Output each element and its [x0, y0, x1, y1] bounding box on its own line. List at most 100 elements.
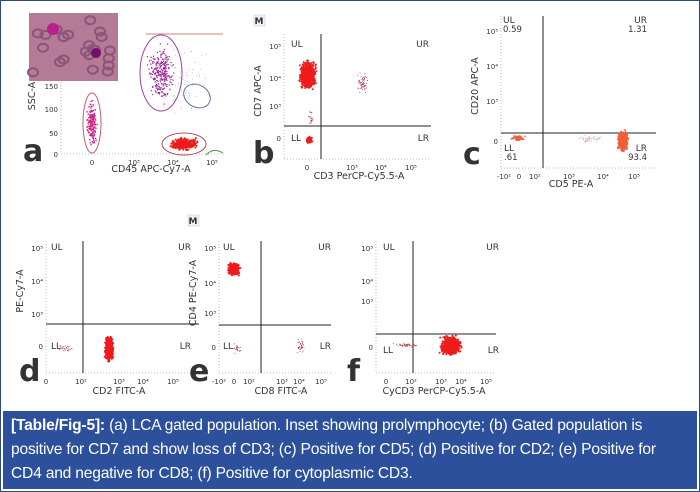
rbc-cell	[79, 46, 92, 57]
event-dot	[300, 85, 303, 88]
event-dot	[439, 336, 442, 339]
event-dot	[91, 140, 94, 143]
event-dot	[159, 81, 162, 83]
event-dot	[301, 338, 303, 340]
event-dot	[152, 71, 154, 73]
event-dot	[94, 118, 96, 120]
rbc-cell	[39, 29, 52, 40]
quadrant-label-ul: UL	[503, 16, 515, 26]
rbc-cell	[37, 42, 50, 53]
event-dot	[157, 59, 159, 61]
event-dot	[174, 142, 177, 145]
event-dot	[448, 344, 451, 347]
event-dot	[165, 84, 167, 87]
event-dot	[180, 89, 182, 91]
event-dot	[617, 138, 620, 141]
event-dot	[300, 344, 302, 346]
event-dot	[600, 136, 602, 138]
event-dot	[303, 84, 306, 87]
event-dot	[164, 69, 167, 71]
event-dot	[402, 344, 404, 346]
event-dot	[179, 76, 181, 78]
event-dot	[156, 67, 158, 69]
x-tick-label: 10⁵	[315, 378, 327, 386]
event-dot	[298, 346, 300, 348]
x-axis-label: CD5 PE-A	[549, 179, 594, 190]
event-dot	[308, 61, 311, 64]
quadrant-label-ul: UL	[291, 40, 303, 50]
event-dot	[302, 67, 305, 70]
event-dot	[71, 348, 73, 350]
x-tick-label: 10⁴	[375, 164, 387, 172]
event-dot	[301, 73, 304, 76]
y-tick-label: 10³	[361, 298, 373, 306]
event-dot	[199, 91, 201, 93]
event-dot	[174, 112, 176, 114]
event-dot	[164, 67, 166, 70]
event-dot	[89, 103, 92, 106]
event-dot	[150, 63, 152, 65]
x-tick-label: 0	[384, 378, 388, 386]
event-dot	[193, 141, 196, 144]
event-dot	[625, 143, 628, 146]
event-dot	[159, 88, 161, 91]
event-dot	[311, 71, 314, 74]
prolymphocyte-cell	[91, 48, 101, 58]
event-dot	[157, 61, 159, 63]
event-dot	[91, 116, 94, 119]
event-dot	[157, 83, 160, 85]
event-dot	[358, 79, 360, 81]
event-dot	[296, 352, 298, 354]
y-tick-label: 10⁴	[361, 278, 373, 286]
event-dot	[307, 64, 310, 67]
quadrant-label-ll: LL	[51, 342, 61, 352]
event-dot	[162, 58, 164, 61]
event-dot	[228, 272, 231, 275]
event-dot	[162, 60, 165, 62]
x-axis-label: CD45 APC-Cy7-A	[111, 164, 191, 175]
event-dot	[94, 126, 96, 128]
event-dot	[301, 82, 304, 85]
event-dot	[181, 143, 184, 146]
event-dot	[619, 140, 622, 143]
event-dot	[582, 137, 584, 139]
event-dot	[406, 346, 408, 348]
caption-text: (a) LCA gated population. Inset showing …	[11, 417, 656, 482]
event-dot	[400, 344, 402, 346]
event-dot	[93, 141, 96, 144]
event-dot	[87, 131, 90, 134]
y-tick-label: 10⁴	[269, 75, 281, 83]
event-dot	[362, 78, 364, 80]
event-dot	[623, 140, 626, 143]
event-dot	[161, 71, 164, 74]
event-dot	[189, 95, 191, 97]
event-dot	[229, 264, 232, 267]
event-dot	[160, 71, 162, 74]
event-dot	[163, 78, 166, 80]
marker-label: M	[255, 17, 264, 27]
event-dot	[159, 50, 161, 53]
event-dot	[88, 105, 90, 108]
event-dot	[190, 108, 192, 110]
event-dot	[152, 60, 154, 63]
event-dot	[231, 266, 234, 269]
event-dot	[521, 137, 523, 140]
event-dot	[60, 346, 62, 348]
event-dot	[159, 79, 161, 81]
event-dot	[201, 54, 203, 56]
event-dot	[157, 92, 159, 94]
y-axis-label: CD20 APC-A	[470, 57, 481, 115]
x-tick-label: 10²	[529, 173, 541, 181]
event-dot	[310, 82, 313, 85]
event-dot	[588, 136, 590, 138]
event-dot	[156, 62, 158, 64]
event-dot	[588, 138, 590, 140]
event-dot	[205, 53, 207, 55]
event-dot	[620, 149, 623, 152]
event-dot	[103, 355, 106, 358]
event-dot	[175, 139, 178, 142]
event-dot	[164, 61, 166, 63]
event-dot	[69, 348, 71, 350]
event-dot	[619, 141, 622, 144]
x-axis-label: CD8 FITC-A	[255, 386, 308, 397]
